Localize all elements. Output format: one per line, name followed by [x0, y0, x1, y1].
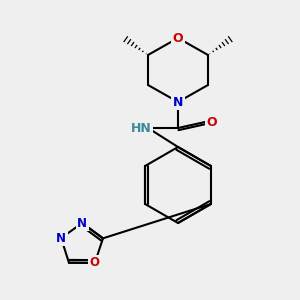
Text: N: N: [173, 95, 183, 109]
Text: N: N: [56, 232, 66, 244]
Text: O: O: [90, 256, 100, 269]
Text: HN: HN: [130, 122, 152, 134]
Text: O: O: [207, 116, 217, 128]
Text: N: N: [77, 217, 87, 230]
Text: O: O: [173, 32, 183, 44]
